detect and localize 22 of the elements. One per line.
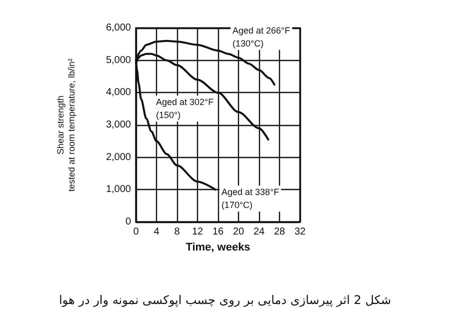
annotation: Aged at 302°F (150°) bbox=[156, 97, 214, 120]
x-tick-label: 20 bbox=[232, 226, 244, 238]
x-tick-label: 0 bbox=[133, 226, 140, 238]
x-tick-label: 24 bbox=[253, 226, 265, 238]
y-tick-label: 4,000 bbox=[106, 87, 132, 98]
x-tick-label: 28 bbox=[274, 226, 286, 238]
annotation: Aged at 338°F (170°C) bbox=[221, 187, 280, 210]
x-tick-label: 8 bbox=[174, 226, 180, 238]
annotation: Aged at 266°F (130°C) bbox=[232, 25, 291, 48]
x-tick-label: 4 bbox=[154, 226, 160, 238]
y-tick-label: 0 bbox=[125, 216, 132, 228]
x-tick-label: 32 bbox=[294, 226, 306, 238]
y-tick-label: 2,000 bbox=[106, 152, 132, 163]
x-axis-title: Time, weeks bbox=[186, 242, 250, 254]
y-tick-label: 5,000 bbox=[106, 54, 132, 66]
text: شکل 2 اثر پیرسازی دمایی بر روی چسب اپوکسی نمونه وار در هوا bbox=[58, 293, 392, 307]
y-axis-title: Shear strength tested at room temperature, lb/in² bbox=[56, 58, 76, 192]
x-tick-label: 12 bbox=[192, 226, 204, 238]
y-tick-label: 3,000 bbox=[106, 120, 132, 130]
x-tick-label: 16 bbox=[212, 226, 224, 238]
y-tick-label: 6,000 bbox=[106, 22, 132, 34]
y-tick-label: 1,000 bbox=[106, 184, 132, 196]
